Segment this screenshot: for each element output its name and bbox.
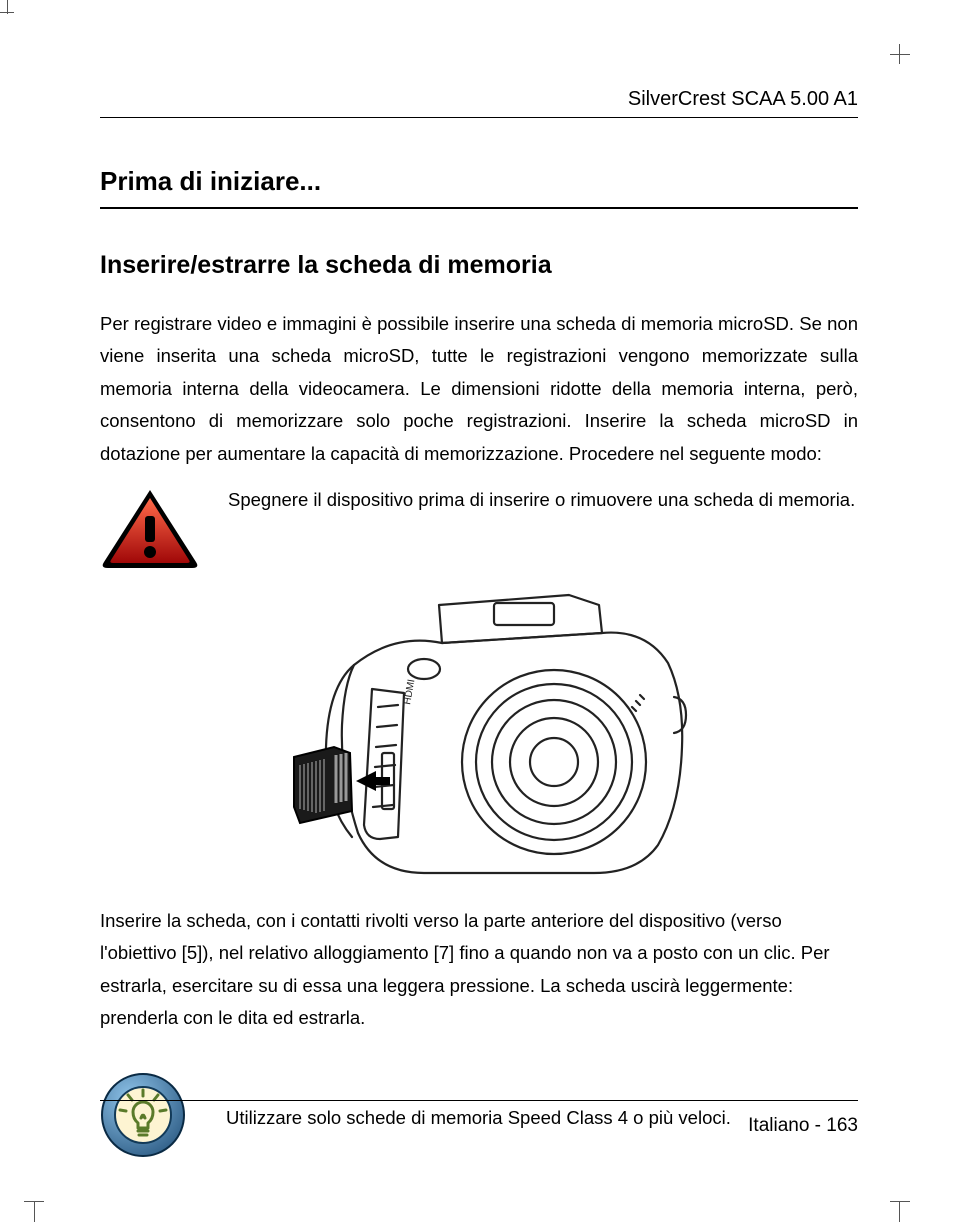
svg-text:HDMI: HDMI [402,678,417,705]
camera-figure: HDMI [100,577,858,887]
warning-text: Spegnere il dispositivo prima di inserir… [228,484,858,516]
paragraph-intro: Per registrare video e immagini è possib… [100,308,858,470]
crop-mark [890,1201,910,1202]
heading-primary: Prima di iniziare... [100,166,858,209]
page-header: SilverCrest SCAA 5.00 A1 [100,88,858,118]
crop-mark [34,1202,35,1222]
paragraph-instructions: Inserire la scheda, con i contatti rivol… [100,905,858,1035]
page-footer: Italiano - 163 [100,1100,858,1137]
warning-icon [100,484,200,573]
crop-mark [890,54,910,55]
crop-mark [7,0,8,14]
crop-mark [899,1202,900,1222]
heading-secondary: Inserire/estrarre la scheda di memoria [100,251,858,280]
warning-note: Spegnere il dispositivo prima di inserir… [100,484,858,573]
